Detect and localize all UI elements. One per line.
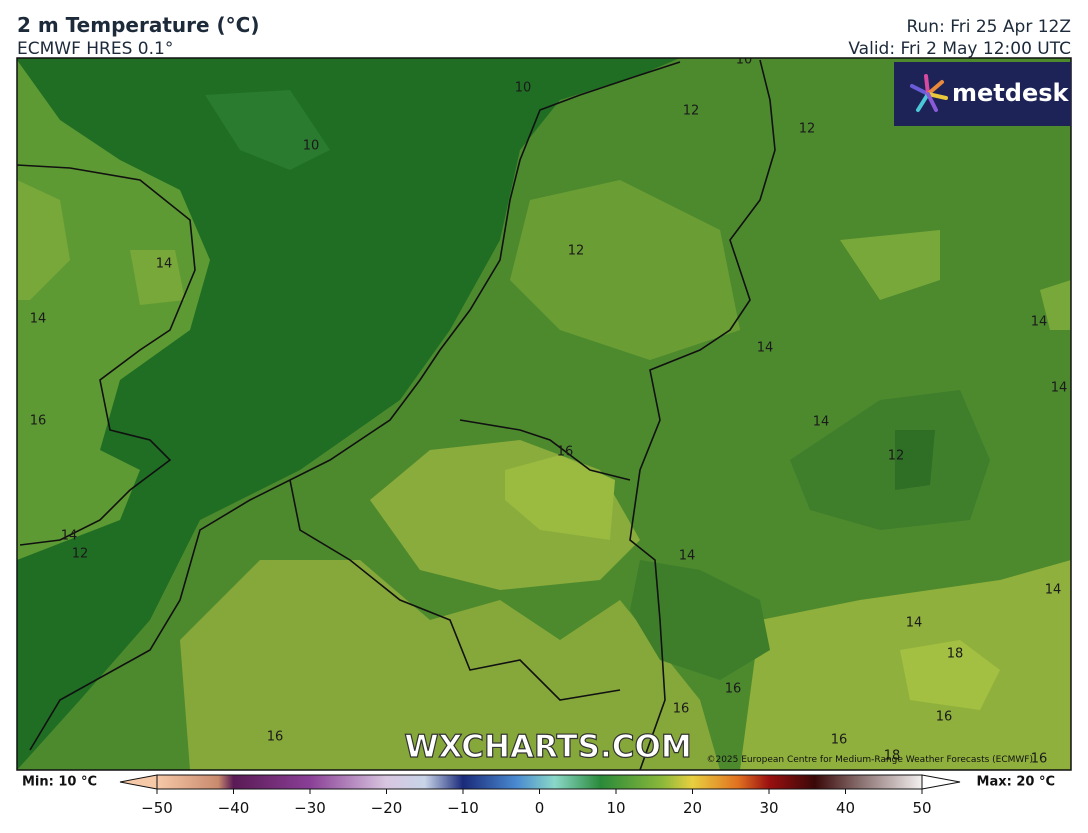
contour-label: 14 [813,415,830,430]
warm-patch [17,180,185,305]
watermark: WXCHARTS.COM [404,729,691,765]
warm-core [505,455,615,540]
colorbar-tick-label: 0 [535,799,545,817]
colorbar-tick-label: 20 [683,799,702,817]
warm-spot [900,640,1000,710]
logo-icon [910,74,948,112]
contour-label: 14 [30,312,47,327]
coastline [17,164,196,546]
contour-label: 14 [1051,381,1068,396]
contour-label: 14 [679,549,696,564]
run: Run: Fri 25 Apr 12Z [906,17,1071,37]
copyright: ©2025 European Centre for Medium-Range W… [706,755,1033,765]
colorbar-tick-label: 40 [836,799,855,817]
colorbar-tick-label: −40 [218,799,250,817]
colorbar-tick-label: −10 [447,799,479,817]
netherlands [510,180,740,360]
contour-label: 14 [906,616,923,631]
contour-label: 16 [936,710,953,725]
colorbar [156,774,923,790]
contour-label: 18 [884,749,901,764]
colorbar-tick-label: 30 [759,799,778,817]
contour-label: 14 [1031,315,1048,330]
border [289,479,621,701]
contour-label: 12 [888,449,905,464]
contour-label: 16 [267,730,284,745]
contour-label: 14 [1045,583,1062,598]
england [17,60,210,560]
warm-patch [840,230,1071,330]
cool-area [790,390,990,530]
contour-label: 12 [72,547,89,562]
cool-core [895,430,935,490]
contour-label: 12 [799,122,816,137]
valid-time: Valid: Fri 2 May 12:00 UTC [848,39,1071,59]
logo-box [894,62,1071,126]
max-label: Max: 20 °C [977,775,1055,790]
contour-label: 16 [30,414,47,429]
colorbar-tick-label: −50 [141,799,173,817]
contour-label: 14 [757,341,774,356]
min-label: Min: 10 °C [22,775,97,790]
cool-area [630,560,770,680]
colorbar-tick-label: 10 [606,799,625,817]
contour-label: 14 [61,529,78,544]
colorbar-arrow [921,774,961,790]
contour-label: 12 [568,244,585,259]
contour-label: 10 [515,81,532,96]
colorbar-tick-label: −20 [371,799,403,817]
map-frame [16,57,1072,771]
contour-label: 16 [557,445,574,460]
colorbar-tick-label: 50 [912,799,931,817]
contour-label: 10 [303,139,320,154]
logo-text: metdesk [952,79,1070,107]
contour-label: 14 [156,257,173,272]
border [629,59,776,770]
colorbar-tick-label: −30 [294,799,326,817]
contour-label: 12 [683,104,700,119]
france [180,560,720,770]
contour-label: 16 [1031,752,1048,767]
title: 2 m Temperature (°C) [17,13,259,37]
contour-label: 16 [673,702,690,717]
coastline [29,61,681,751]
contour-label: 18 [947,647,964,662]
contour-label: 16 [725,682,742,697]
subtitle: ECMWF HRES 0.1° [17,39,173,59]
contour-label: 10 [736,53,753,68]
map: 10 10 10 12 12 12 14 14 14 14 14 16 14 16 12 14 12 14 14 14… [17,53,1071,770]
contour-label: 16 [831,733,848,748]
colorbar-arrow [119,774,158,790]
sea-warm [205,90,330,170]
border [459,419,631,481]
